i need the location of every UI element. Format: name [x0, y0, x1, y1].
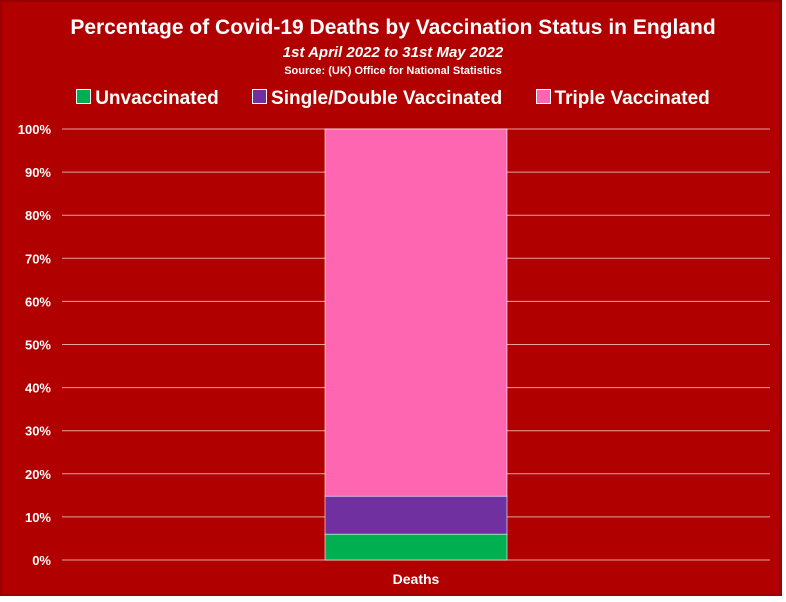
legend-swatch-triple-vaccinated — [535, 89, 551, 104]
legend: Unvaccinated Single/Double Vaccinated Tr… — [0, 88, 786, 110]
y-tick-label: 50% — [25, 338, 51, 353]
legend-item-unvaccinated: Unvaccinated — [76, 88, 219, 110]
legend-label-single-double-vaccinated: Single/Double Vaccinated — [271, 88, 503, 109]
bar-segment-triple-vaccinated — [324, 128, 508, 497]
legend-label-triple-vaccinated: Triple Vaccinated — [554, 88, 710, 109]
y-tick-label: 0% — [32, 553, 51, 568]
chart-subtitle: 1st April 2022 to 31st May 2022 — [282, 44, 504, 61]
bar-segment-unvaccinated — [324, 533, 508, 561]
legend-swatch-single-double-vaccinated — [252, 89, 268, 104]
legend-item-single-double-vaccinated: Single/Double Vaccinated — [252, 88, 502, 110]
chart-source: Source: (UK) Office for National Statist… — [284, 65, 502, 77]
y-tick-label: 10% — [25, 510, 51, 525]
y-tick-label: 60% — [25, 294, 51, 309]
bar-segment-single-double-vaccinated — [324, 495, 508, 535]
y-tick-label: 80% — [25, 208, 51, 223]
chart-title: Percentage of Covid-19 Deaths by Vaccina… — [70, 16, 716, 39]
legend-item-triple-vaccinated: Triple Vaccinated — [535, 88, 710, 110]
y-tick-label: 70% — [25, 251, 51, 266]
legend-label-unvaccinated: Unvaccinated — [95, 88, 219, 109]
y-tick-label: 90% — [25, 165, 51, 180]
y-tick-label: 20% — [25, 467, 51, 482]
y-tick-label: 40% — [25, 381, 51, 396]
legend-swatch-unvaccinated — [76, 89, 92, 104]
x-tick-label: Deaths — [393, 571, 440, 587]
y-tick-label: 100% — [18, 122, 52, 137]
y-tick-label: 30% — [25, 424, 51, 439]
